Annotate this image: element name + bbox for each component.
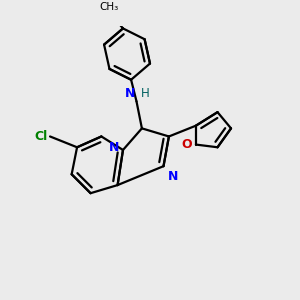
Text: N: N [109,141,119,154]
Text: N: N [168,170,178,183]
Text: O: O [181,138,192,151]
Text: N: N [125,87,135,100]
Text: H: H [141,87,150,100]
Text: CH₃: CH₃ [100,2,119,12]
Text: Cl: Cl [34,130,47,143]
